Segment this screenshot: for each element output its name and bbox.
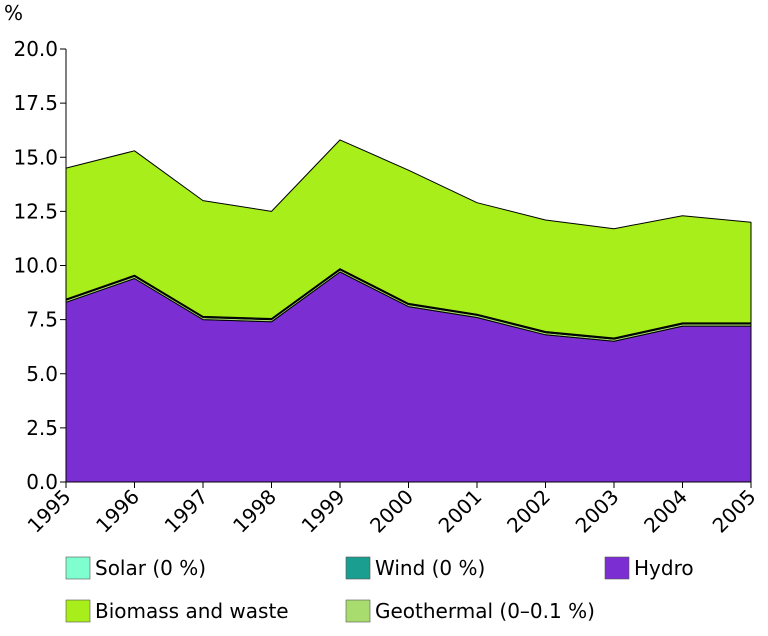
legend-label-solar-0: Solar (0 %) bbox=[95, 556, 206, 580]
x-tick-label: 1999 bbox=[297, 485, 350, 538]
area-series-group bbox=[65, 139, 752, 483]
legend-swatch-geothermal-0-0-1 bbox=[345, 599, 371, 623]
x-tick-label: 1998 bbox=[228, 485, 281, 538]
legend-swatch-hydro bbox=[604, 556, 630, 580]
y-ticks-group: 0.0 2.5 5.0 7.5 10.0 12.5 15.0 17.5 20.0 bbox=[13, 37, 66, 494]
legend-swatch-biomass-and-waste bbox=[65, 599, 91, 623]
y-tick-label: 15.0 bbox=[13, 145, 58, 169]
y-tick-label: 0.0 bbox=[26, 470, 58, 494]
legend-swatch-wind-0 bbox=[345, 556, 371, 580]
x-tick-label: 1997 bbox=[160, 485, 213, 538]
legend-label-biomass-and-waste: Biomass and waste bbox=[95, 599, 289, 623]
x-tick-label: 2001 bbox=[434, 485, 487, 538]
x-tick-label: 1996 bbox=[91, 485, 144, 538]
y-tick-label: 5.0 bbox=[26, 362, 58, 386]
legend: Solar (0 %) Wind (0 %) Hydro Biomass and wa… bbox=[65, 556, 694, 623]
x-ticks-group: 1995 1996 1997 1998 1999 2000 2001 2002 2003 2004… bbox=[23, 482, 761, 538]
y-axis-unit-label: % bbox=[4, 1, 23, 25]
x-tick-label: 2000 bbox=[365, 485, 418, 538]
y-tick-label: 10.0 bbox=[13, 254, 58, 278]
y-tick-label: 7.5 bbox=[26, 308, 58, 332]
x-tick-label: 2003 bbox=[571, 485, 624, 538]
x-tick-label: 2004 bbox=[639, 485, 692, 538]
area-biomass-and-waste bbox=[65, 139, 752, 339]
legend-label-hydro: Hydro bbox=[634, 556, 694, 580]
x-tick-label: 2002 bbox=[502, 485, 555, 538]
legend-swatch-solar-0 bbox=[65, 556, 91, 580]
x-tick-label: 2005 bbox=[708, 485, 761, 538]
y-tick-label: 17.5 bbox=[13, 91, 58, 115]
y-tick-label: 12.5 bbox=[13, 199, 58, 223]
y-tick-label: 2.5 bbox=[26, 416, 58, 440]
legend-label-geothermal-0-0-1: Geothermal (0–0.1 %) bbox=[375, 599, 595, 623]
y-tick-label: 20.0 bbox=[13, 37, 58, 61]
legend-label-wind-0: Wind (0 %) bbox=[375, 556, 485, 580]
